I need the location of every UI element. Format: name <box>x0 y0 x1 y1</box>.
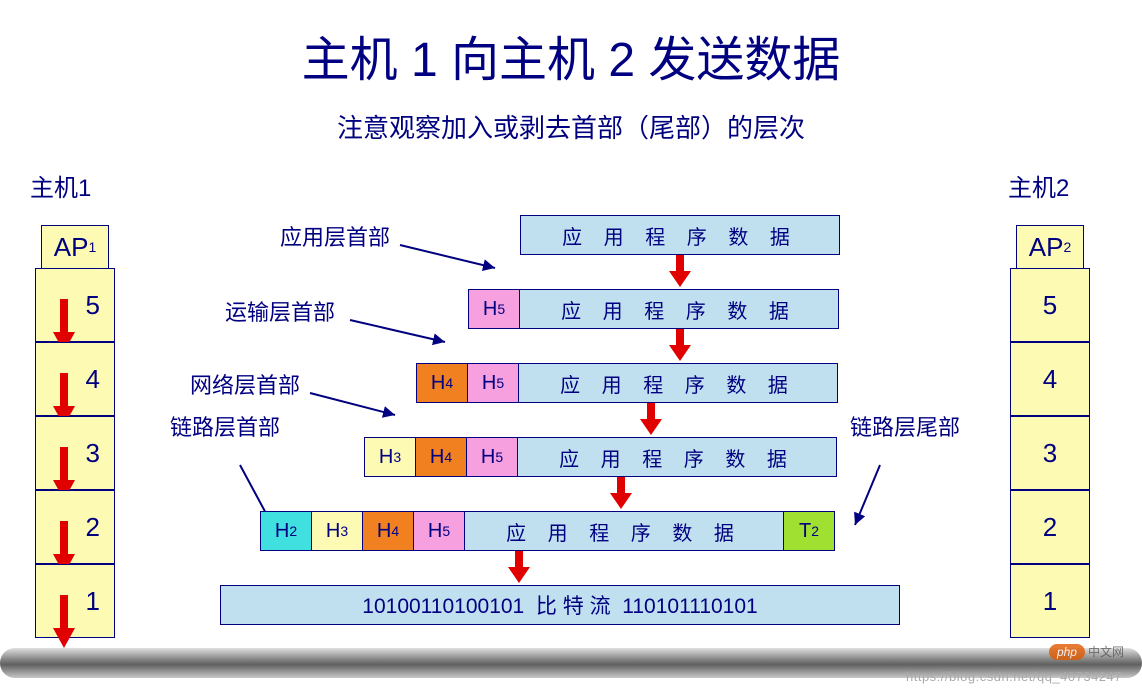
host1-label: 主机1 <box>30 168 91 203</box>
encap-row: H5应 用 程 序 数 据 <box>180 289 940 329</box>
payload-segment: 应 用 程 序 数 据 <box>520 215 840 255</box>
stack-ap-cell: AP2 <box>1016 225 1084 269</box>
payload-segment: 应 用 程 序 数 据 <box>517 437 837 477</box>
encap-down-arrow <box>669 255 691 289</box>
segment: H5 <box>468 289 520 329</box>
segment: H2 <box>260 511 312 551</box>
payload-segment: 应 用 程 序 数 据 <box>518 363 838 403</box>
stack-layer-cell: 2 <box>1010 490 1090 564</box>
encap-down-arrow <box>640 403 662 437</box>
watermark-logo: php中文网 <box>1049 643 1124 660</box>
encapsulation-diagram: 应 用 程 序 数 据H5应 用 程 序 数 据H4H5应 用 程 序 数 据H… <box>180 215 940 659</box>
stack-layer-cell: 5 <box>1010 268 1090 342</box>
stack-down-arrow <box>53 595 75 650</box>
encap-row: H2H3H4H5应 用 程 序 数 据T2 <box>180 511 940 551</box>
stack-layer-cell: 2 <box>35 490 115 564</box>
segment: H5 <box>413 511 465 551</box>
segment: H4 <box>416 363 468 403</box>
segment: T2 <box>783 511 835 551</box>
segment: H5 <box>467 363 519 403</box>
segment: H3 <box>364 437 416 477</box>
stack-layer-cell: 1 <box>1010 564 1090 638</box>
stack-layer-cell: 4 <box>1010 342 1090 416</box>
segment: H4 <box>362 511 414 551</box>
stack-ap-cell: AP1 <box>41 225 109 269</box>
watermark-url: https://blog.csdn.net/qq_40734247 <box>906 669 1122 684</box>
stack-layer-cell: 3 <box>35 416 115 490</box>
encap-row: H4H5应 用 程 序 数 据 <box>180 363 940 403</box>
host2-label: 主机2 <box>1008 168 1069 203</box>
page-title: 主机 1 向主机 2 发送数据 <box>0 20 1142 90</box>
encap-down-arrow <box>669 329 691 363</box>
payload-segment: 应 用 程 序 数 据 <box>464 511 784 551</box>
subtitle: 注意观察加入或剥去首部（尾部）的层次 <box>0 108 1142 145</box>
encap-row: 应 用 程 序 数 据 <box>180 215 940 255</box>
segment: H3 <box>311 511 363 551</box>
segment: H5 <box>466 437 518 477</box>
encap-down-arrow <box>610 477 632 511</box>
segment: H4 <box>415 437 467 477</box>
stack-layer-cell: 3 <box>1010 416 1090 490</box>
host1-stack: AP154321 <box>35 225 115 638</box>
payload-segment: 应 用 程 序 数 据 <box>519 289 839 329</box>
encap-row: H3H4H5应 用 程 序 数 据 <box>180 437 940 477</box>
encap-row: 10100110100101 比 特 流 110101110101 <box>180 585 940 625</box>
encap-down-arrow <box>508 551 530 585</box>
stack-layer-cell: 1 <box>35 564 115 638</box>
bitstream-segment: 10100110100101 比 特 流 110101110101 <box>220 585 900 625</box>
host2-stack: AP254321 <box>1010 225 1090 638</box>
stack-layer-cell: 5 <box>35 268 115 342</box>
stack-layer-cell: 4 <box>35 342 115 416</box>
